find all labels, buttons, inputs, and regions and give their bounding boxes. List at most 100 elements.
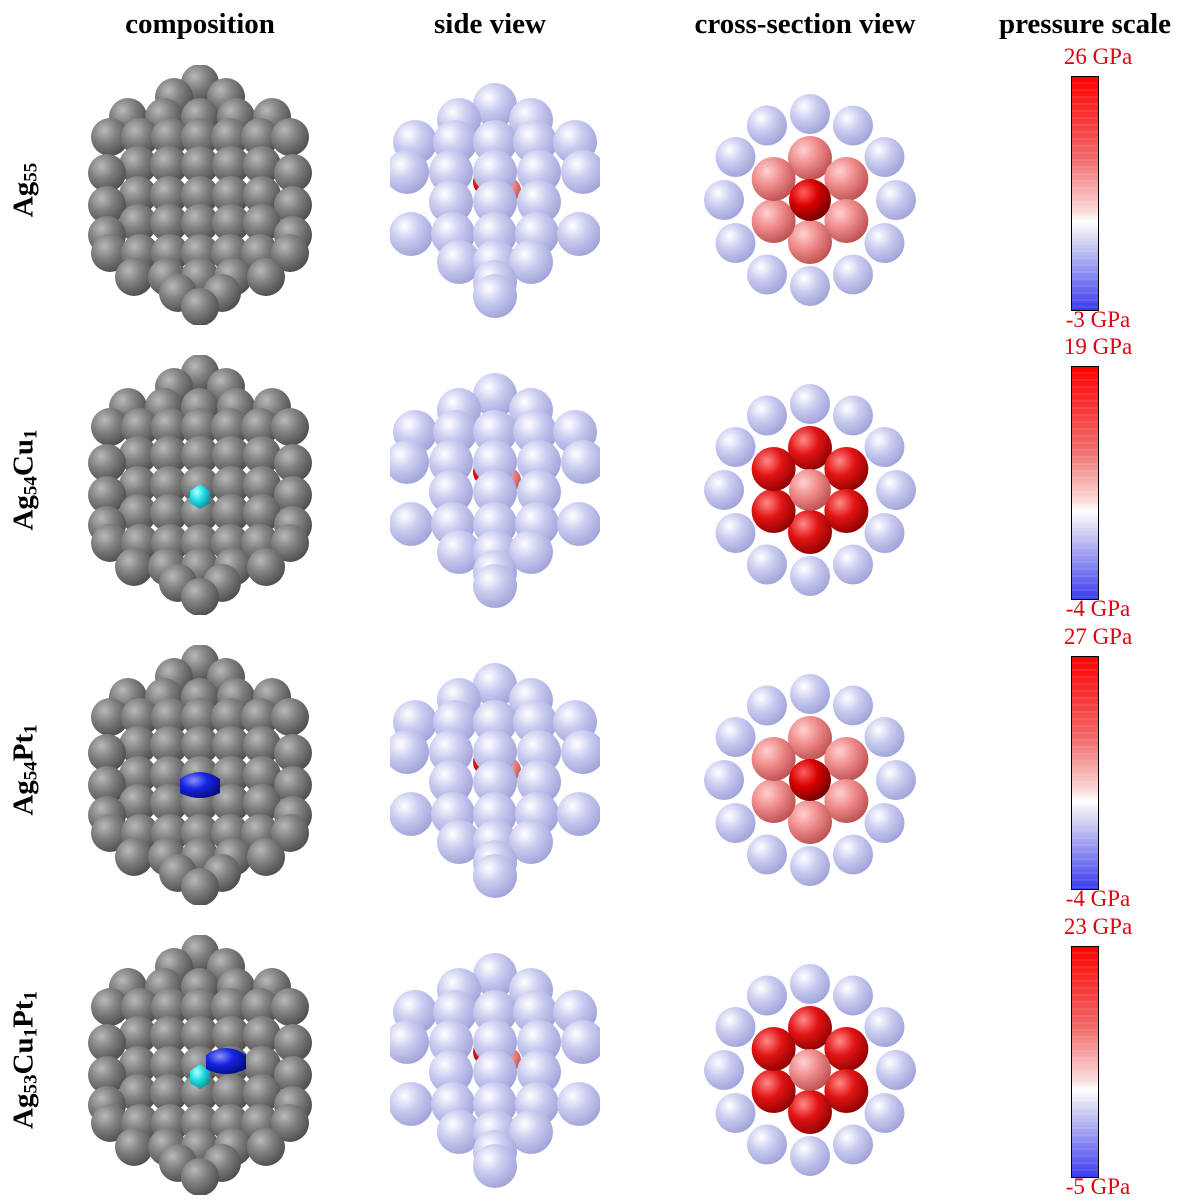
shell-atom [473,564,517,608]
outer-shell-atom [833,834,873,875]
silver-atom [88,766,126,804]
header-side-view: side view [434,8,546,40]
silver-atom [274,1024,312,1062]
label-element: Ag [7,1093,40,1129]
silver-atom [181,436,219,474]
silver-atom [181,176,219,214]
center-atom [789,759,831,801]
silver-atom [212,176,250,214]
outer-shell-atom [747,834,787,875]
silver-atom [121,988,159,1026]
inner-shell-atom [788,1090,832,1134]
silver-atom [181,204,219,242]
inner-shell-atom [824,1027,869,1071]
shell-atom [557,502,600,546]
silver-atom [212,726,250,764]
shell-atom [473,470,517,514]
silver-atom [119,146,157,184]
inner-shell-atom [788,1006,832,1050]
outer-shell-atom [704,1050,744,1090]
outer-shell-atom [876,180,916,220]
shell-atom [390,1082,433,1126]
pressure-colorbar [1071,946,1099,1178]
shell-atom [473,83,517,127]
silver-atom [212,466,250,504]
inner-shell-atom [788,426,832,470]
silver-atom [181,288,219,325]
shell-atom [561,1020,600,1064]
silver-atom [119,1016,157,1054]
silver-atom [241,698,279,736]
outer-shell-atom [864,717,905,757]
outer-shell-atom [704,470,744,510]
shell-atom [390,212,433,256]
outer-shell-atom [833,254,873,295]
silver-atom [271,234,309,272]
silver-atom [151,988,189,1026]
silver-atom [91,408,129,446]
silver-atom [211,408,249,446]
outer-shell-atom [747,975,787,1016]
silver-atom [181,578,219,615]
silver-atom [150,494,188,532]
scale-max-label: 26 GPa [1063,44,1133,69]
silver-atom [150,1046,188,1084]
silver-atom [119,204,157,242]
shell-atom [390,502,433,546]
outer-shell-atom [715,803,756,843]
shell-atom [557,212,600,256]
scale-min-label: -4 GPa [1065,886,1131,911]
silver-atom [243,1074,281,1112]
silver-atom [243,1046,281,1084]
outer-shell-atom [864,137,905,177]
outer-shell-atom [790,846,830,886]
silver-atom [211,698,249,736]
scale-min-label: -3 GPa [1065,307,1131,332]
shell-atom [473,953,517,997]
inner-shell-atom [751,737,796,781]
silver-atom [91,234,129,272]
silver-atom [150,204,188,242]
silver-atom [274,1056,312,1094]
silver-atom [181,118,219,156]
composition-cluster [88,645,312,905]
shell-atom [473,854,517,898]
shell-atom [390,440,429,484]
silver-atom [151,118,189,156]
shell-atom [517,1050,561,1094]
shell-atom [437,530,481,574]
outer-shell-atom [833,544,873,585]
silver-atom [150,146,188,184]
outer-shell-atom [747,685,787,726]
shell-atom [473,180,517,224]
silver-atom [274,444,312,482]
label-subscript: 1 [20,429,42,439]
inner-shell-atom [788,136,832,180]
silver-atom [243,466,281,504]
silver-atom [88,734,126,772]
silver-atom [115,548,153,586]
silver-atom [181,408,219,446]
outer-shell-atom [790,384,830,424]
silver-atom [243,784,281,822]
silver-atom [150,466,188,504]
shell-atom [473,373,517,417]
silver-atom [181,726,219,764]
outer-shell-atom [833,975,873,1016]
cu-dopant-atom [190,484,210,509]
silver-atom [274,154,312,192]
silver-atom [212,1074,250,1112]
silver-atom [243,204,281,242]
silver-atom [274,734,312,772]
silver-atom [271,988,309,1026]
silver-atom [247,258,285,296]
silver-atom [243,1016,281,1054]
silver-atom [274,186,312,224]
silver-atom [91,814,129,852]
silver-atom [150,726,188,764]
outer-shell-atom [876,1050,916,1090]
shell-atom [437,1110,481,1154]
silver-atom [181,494,219,532]
silver-atom [119,176,157,214]
side-view-cluster [390,663,600,898]
